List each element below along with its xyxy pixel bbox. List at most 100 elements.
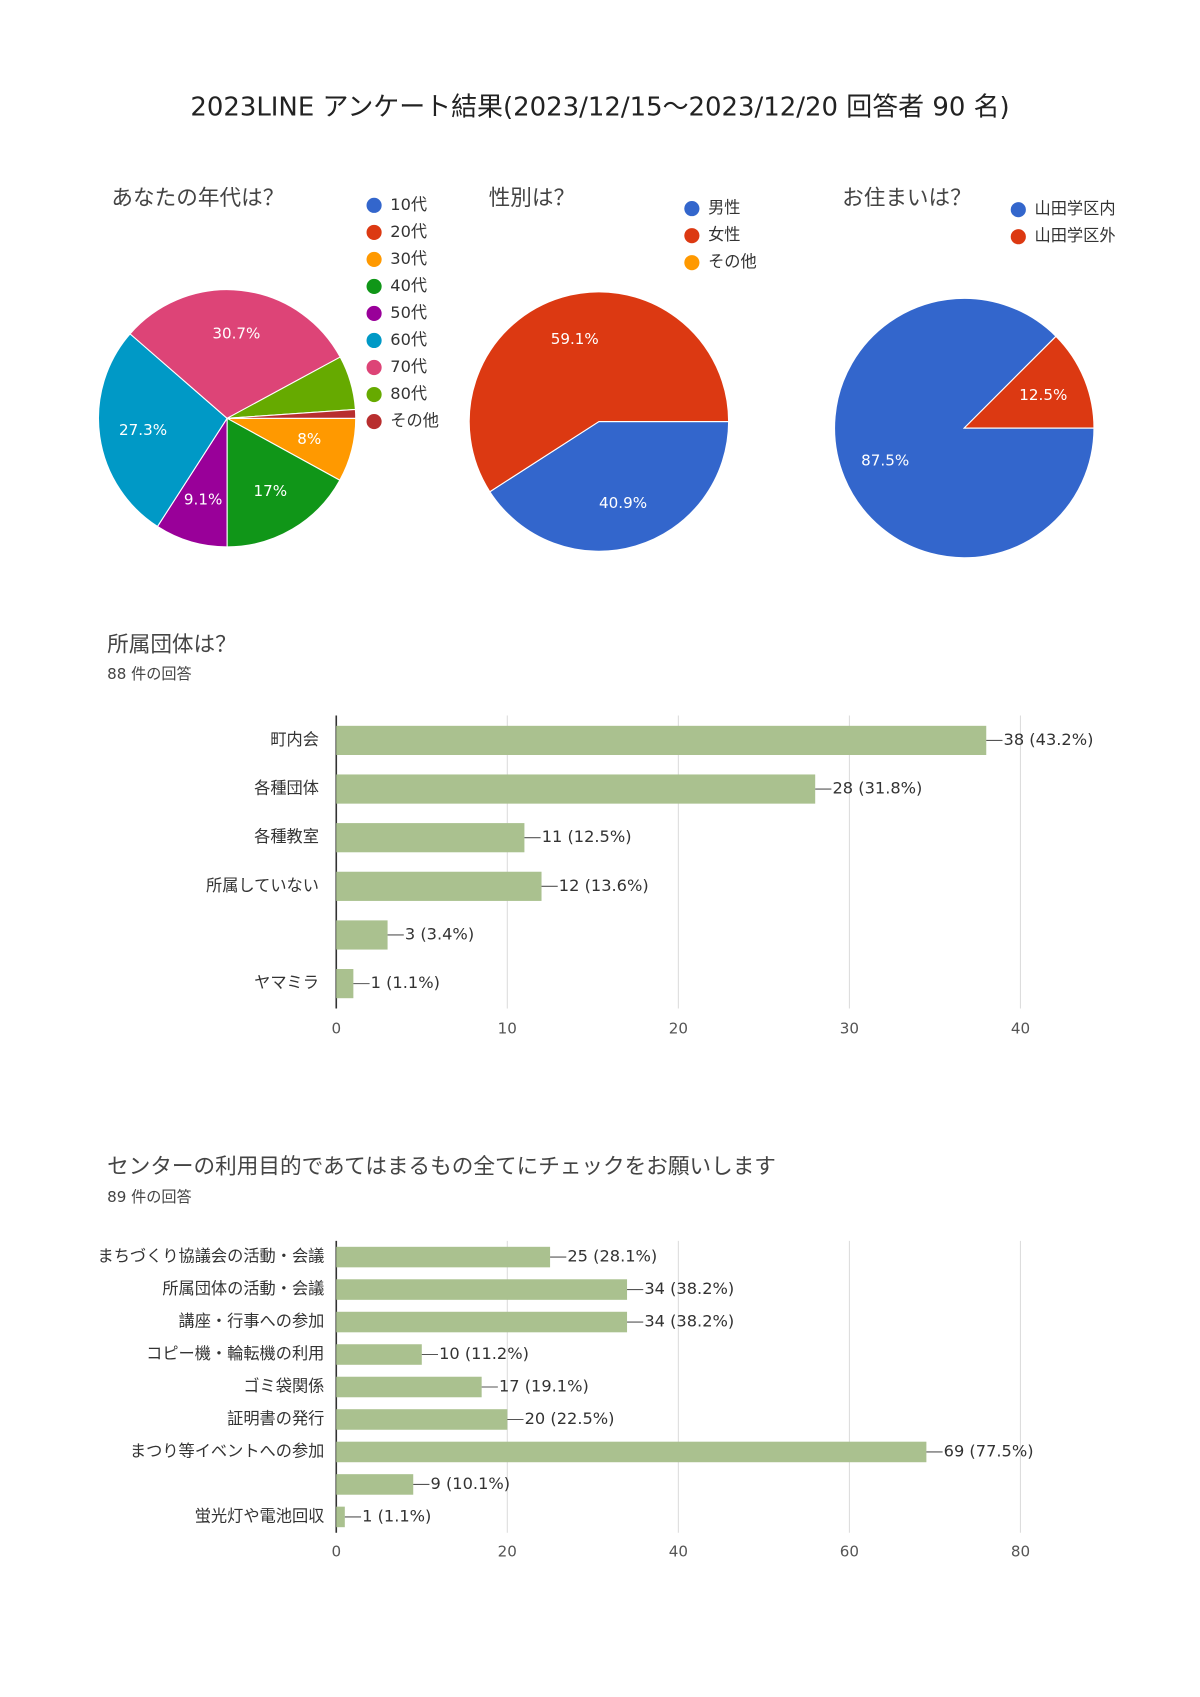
x-tick-label: 40: [1011, 1020, 1030, 1038]
x-tick-label: 0: [331, 1020, 341, 1038]
x-tick-label: 30: [840, 1020, 859, 1038]
bar: [336, 1441, 927, 1463]
value-label: 20 (22.5%): [525, 1409, 615, 1428]
bar: [336, 1506, 345, 1528]
legend-swatch: [366, 278, 382, 295]
legend-label: 30代: [390, 249, 427, 268]
legend-swatch: [684, 201, 700, 217]
legend-swatch: [366, 224, 382, 240]
value-label: 11 (12.5%): [542, 827, 632, 846]
legend-label: 60代: [390, 330, 427, 349]
bar: [336, 1311, 628, 1333]
category-label: ヤマミラ: [254, 973, 319, 992]
value-label: 3 (3.4%): [405, 924, 474, 943]
slice-label: 9.1%: [184, 490, 222, 508]
bar: [336, 1474, 414, 1495]
slice-label: 59.1%: [551, 330, 599, 348]
category-label: 蛍光灯や電池回収: [195, 1506, 325, 1525]
value-label: 38 (43.2%): [1004, 730, 1094, 749]
bar: [336, 823, 525, 853]
bar: [336, 1409, 508, 1430]
bar: [336, 1344, 422, 1365]
value-label: 1 (1.1%): [362, 1506, 431, 1525]
chart-subtitle: 88 件の回答: [107, 665, 192, 683]
category-label: 証明書の発行: [227, 1409, 324, 1428]
value-label: 25 (28.1%): [567, 1247, 657, 1266]
slice-label: 12.5%: [1019, 386, 1067, 404]
bar: [336, 1246, 551, 1268]
category-label: まちづくり協議会の活動・会議: [98, 1247, 325, 1266]
legend-swatch: [366, 413, 382, 430]
value-label: 34 (38.2%): [644, 1279, 734, 1298]
category-label: コピー機・輪転機の利用: [146, 1344, 324, 1363]
x-tick-label: 10: [498, 1020, 517, 1038]
legend-label: その他: [708, 252, 757, 271]
legend-swatch: [366, 251, 382, 267]
value-label: 1 (1.1%): [371, 973, 440, 992]
legend-swatch: [1010, 202, 1026, 218]
bar: [336, 920, 388, 950]
x-tick-label: 20: [669, 1020, 688, 1038]
chart-title: あなたの年代は？: [111, 186, 284, 211]
value-label: 28 (31.8%): [832, 779, 922, 798]
slice-label: 8%: [297, 430, 321, 448]
value-label: 12 (13.6%): [559, 876, 649, 895]
legend-label: 50代: [390, 303, 427, 322]
pie-slice: [962, 335, 1095, 429]
legend-swatch: [366, 386, 382, 403]
category-label: 所属団体の活動・会議: [162, 1279, 324, 1298]
x-tick-label: 20: [498, 1543, 517, 1561]
pie-slice: [489, 421, 730, 552]
value-label: 34 (38.2%): [644, 1312, 734, 1331]
x-tick-label: 0: [331, 1543, 341, 1561]
legend-swatch: [366, 197, 382, 213]
legend-label: 80代: [390, 384, 427, 403]
legend-swatch: [1010, 229, 1026, 245]
bar: [336, 871, 542, 901]
legend-label: 男性: [708, 198, 740, 217]
x-tick-label: 40: [669, 1543, 688, 1561]
pie-slice: [834, 297, 1095, 559]
legend-label: 山田学区外: [1035, 226, 1116, 245]
legend-label: 20代: [390, 222, 427, 241]
legend-label: その他: [390, 411, 439, 430]
legend-swatch: [684, 255, 700, 271]
legend-swatch: [366, 359, 382, 376]
bar: [336, 1376, 482, 1398]
pie-slice: [227, 408, 357, 419]
chart-subtitle: 89 件の回答: [107, 1188, 192, 1206]
legend-swatch: [366, 305, 382, 322]
legend-label: 40代: [390, 276, 427, 295]
bar: [336, 969, 354, 999]
category-label: 町内会: [270, 730, 319, 749]
slice-label: 40.9%: [599, 494, 647, 512]
category-label: ゴミ袋関係: [243, 1377, 324, 1396]
pie-slice: [226, 417, 341, 548]
category-label: 各種団体: [254, 779, 319, 798]
value-label: 17 (19.1%): [499, 1377, 589, 1396]
chart-title: お住まいは？: [842, 186, 972, 211]
slice-label: 30.7%: [212, 324, 260, 342]
value-label: 10 (11.2%): [439, 1344, 529, 1363]
category-label: 各種教室: [254, 827, 319, 846]
slice-label: 87.5%: [861, 451, 909, 469]
bar: [336, 774, 816, 804]
category-label: 所属していない: [206, 876, 319, 895]
x-tick-label: 80: [1011, 1543, 1030, 1561]
bar: [336, 1279, 628, 1300]
bar: [336, 725, 987, 756]
slice-label: 27.3%: [119, 421, 167, 439]
value-label: 69 (77.5%): [944, 1441, 1034, 1460]
legend-label: 10代: [390, 195, 427, 214]
slice-label: 17%: [253, 482, 287, 500]
page-title: 2023LINE アンケート結果(2023/12/15～2023/12/20 回…: [190, 93, 1009, 123]
legend-label: 山田学区内: [1035, 199, 1116, 218]
category-label: 講座・行事への参加: [179, 1312, 325, 1331]
pie-slice: [129, 289, 341, 419]
x-tick-label: 60: [840, 1543, 859, 1561]
legend-swatch: [366, 332, 382, 349]
value-label: 9 (10.1%): [431, 1474, 511, 1493]
pie-slice: [97, 333, 228, 528]
